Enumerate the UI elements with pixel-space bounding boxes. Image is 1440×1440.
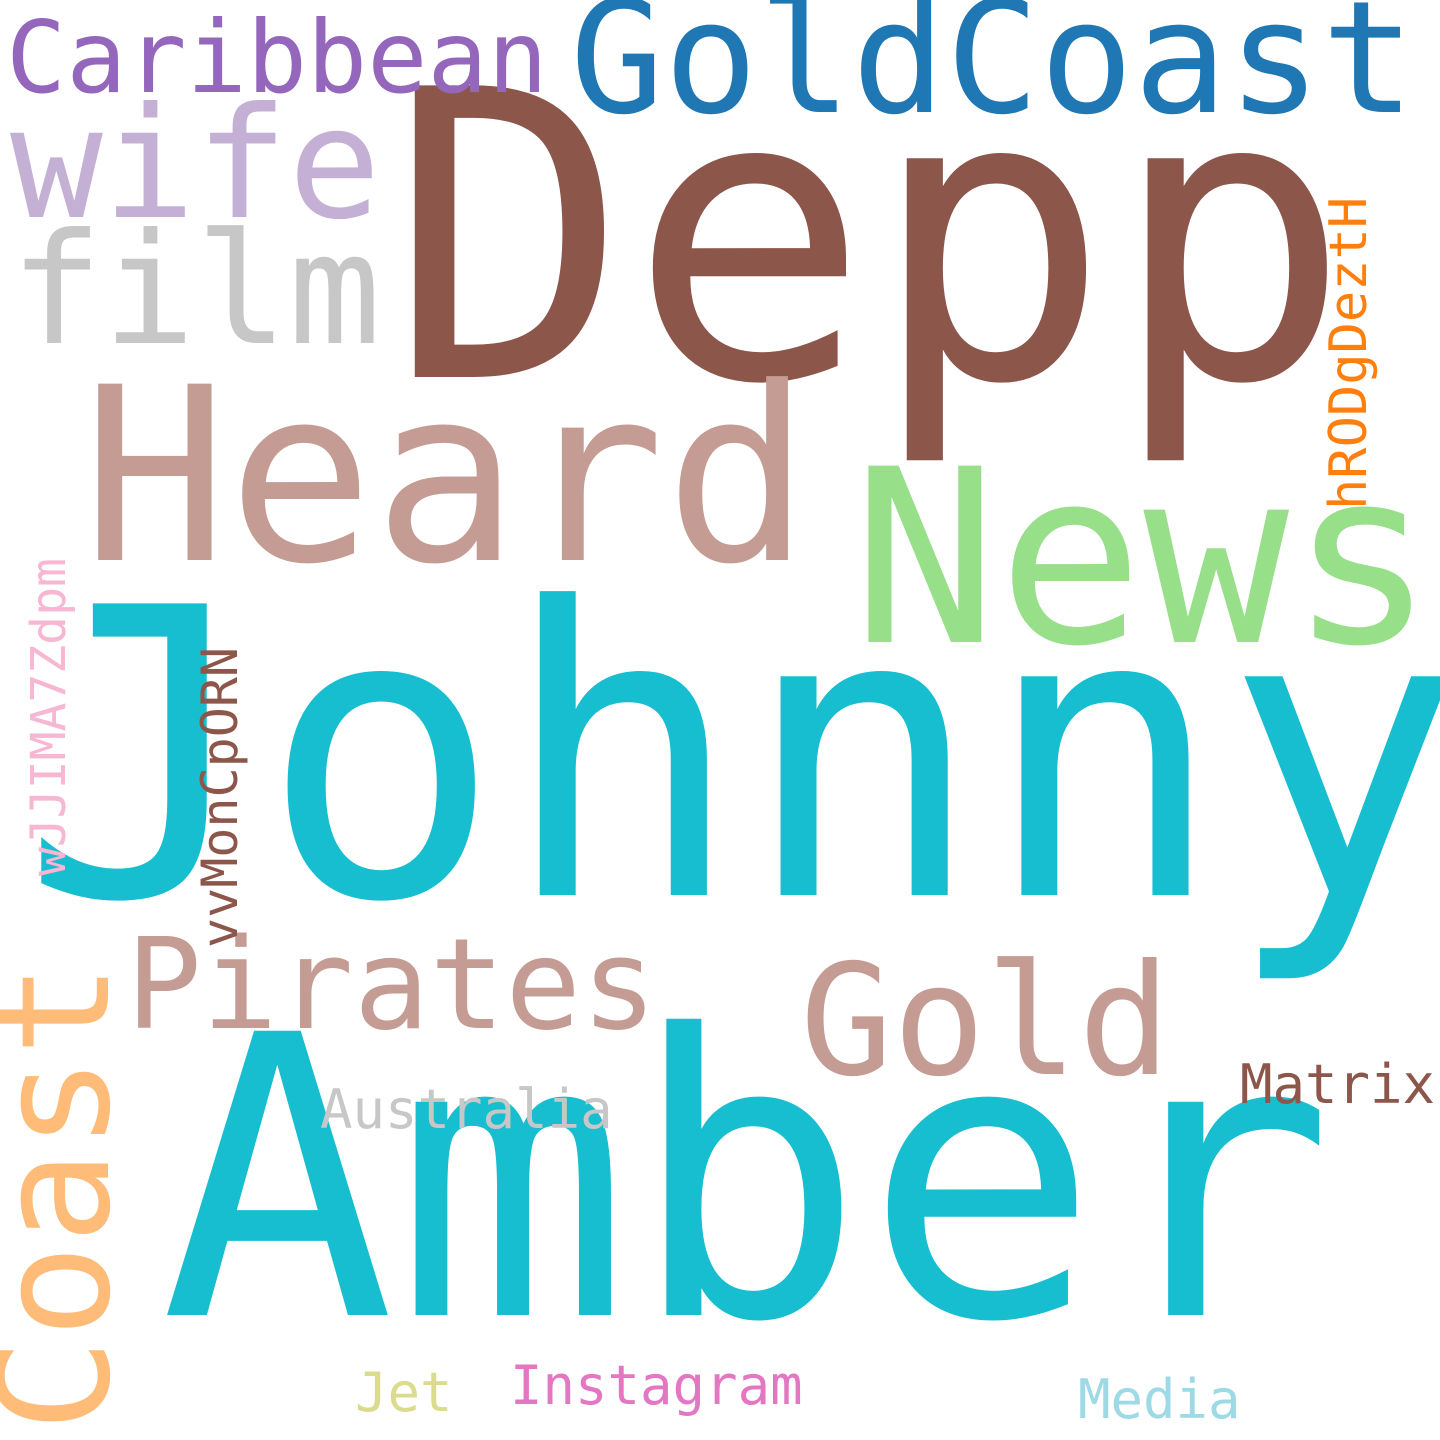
word-vvmoncporn: vvMonCpORN (191, 646, 249, 948)
word-news: News (852, 418, 1435, 700)
word-coast: Coast (0, 962, 145, 1432)
word-caribbean: Caribbean (6, 0, 548, 116)
word-gold: Gold (800, 932, 1171, 1111)
word-heard: Heard (82, 336, 811, 618)
word-media: Media (1078, 1368, 1241, 1431)
word-film: film (10, 201, 381, 380)
word-australia: Australia (320, 1078, 613, 1141)
word-goldcoast: GoldCoast (570, 0, 1416, 149)
word-pirates: Pirates (126, 911, 658, 1058)
word-instagram: Instagram (510, 1354, 803, 1417)
word-wife: wife (10, 75, 381, 254)
word-hrodgdezth: hRODgDeztH (1319, 196, 1379, 510)
word-matrix: Matrix (1240, 1053, 1436, 1116)
word-jet: Jet (355, 1361, 453, 1424)
word-depp: Depp (388, 7, 1352, 472)
word-amber: Amber (160, 953, 1334, 1407)
word-johnny: Johnny (20, 525, 1440, 990)
word-wjjima7zdpm: wJJIMA7Zdpm (21, 558, 77, 876)
